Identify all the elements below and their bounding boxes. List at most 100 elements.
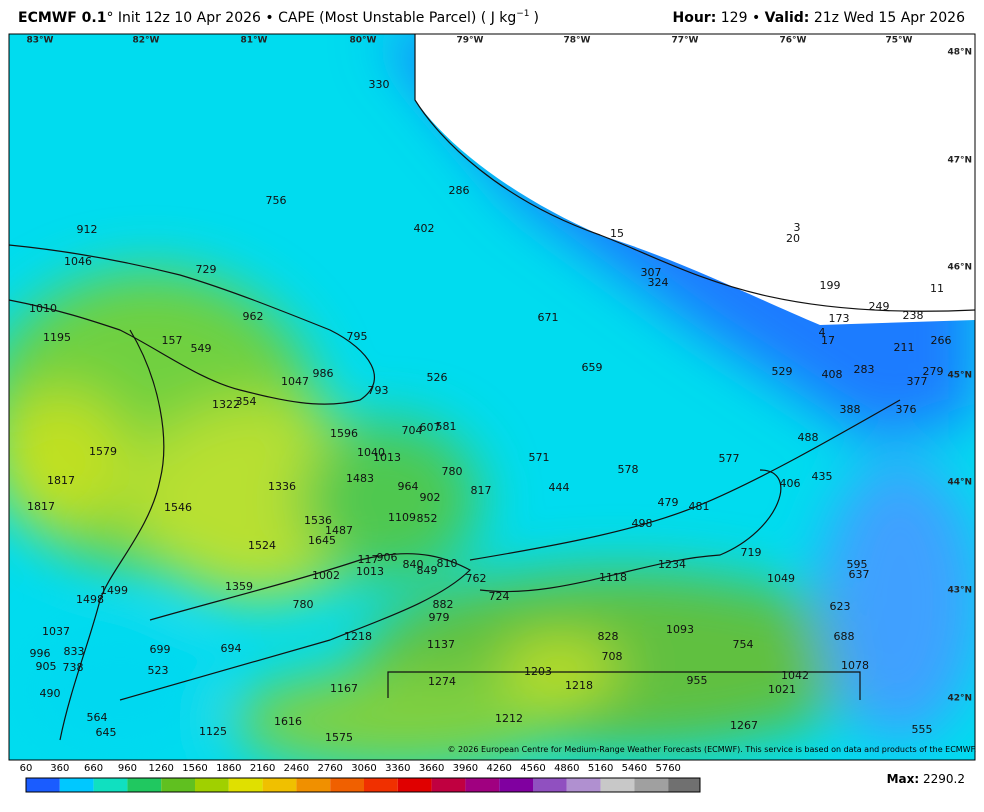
cape-value: 1359 xyxy=(225,580,253,593)
cape-value: 1575 xyxy=(325,731,353,744)
cape-value: 408 xyxy=(822,368,843,381)
cape-value: 11 xyxy=(930,282,944,295)
colorbar-cell xyxy=(195,778,229,792)
longitude-label: 78°W xyxy=(564,36,591,46)
cape-value: 738 xyxy=(63,661,84,674)
colorbar-tick-label: 2160 xyxy=(250,763,275,774)
cape-value: 1498 xyxy=(76,593,104,606)
cape-value: 637 xyxy=(849,568,870,581)
colorbar-tick-label: 5760 xyxy=(655,763,680,774)
colorbar-tick-label: 3960 xyxy=(453,763,478,774)
cape-value: 694 xyxy=(221,642,242,655)
colorbar-tick-label: 3660 xyxy=(419,763,444,774)
cape-value: 955 xyxy=(687,674,708,687)
cape-value: 117 xyxy=(358,553,379,566)
cape-value: 377 xyxy=(907,375,928,388)
latitude-label: 44°N xyxy=(947,478,972,488)
cape-value: 406 xyxy=(780,477,801,490)
cape-value: 324 xyxy=(648,276,669,289)
cape-value: 1109 xyxy=(388,511,416,524)
colorbar-cell xyxy=(364,778,398,792)
colorbar-tick-label: 5160 xyxy=(588,763,613,774)
cape-value: 912 xyxy=(77,223,98,236)
colorbar-cell xyxy=(566,778,601,792)
cape-value: 581 xyxy=(436,420,457,433)
cape-value: 979 xyxy=(429,611,450,624)
longitude-label: 76°W xyxy=(780,36,807,46)
longitude-label: 77°W xyxy=(672,36,699,46)
cape-value: 549 xyxy=(191,342,212,355)
cape-value: 828 xyxy=(598,630,619,643)
cape-value: 238 xyxy=(903,309,924,322)
colorbar-cell xyxy=(127,778,162,792)
colorbar-cell xyxy=(634,778,669,792)
colorbar-tick-label: 4260 xyxy=(486,763,511,774)
cape-value: 479 xyxy=(658,496,679,509)
colorbar-tick-label: 2460 xyxy=(284,763,309,774)
cape-value: 4 xyxy=(819,326,826,339)
cape-value: 852 xyxy=(417,512,438,525)
colorbar-cell xyxy=(26,778,60,792)
cape-value: 1046 xyxy=(64,255,92,268)
cape-value: 986 xyxy=(313,367,334,380)
cape-value: 283 xyxy=(854,363,875,376)
cape-value: 795 xyxy=(347,330,368,343)
cape-value: 1118 xyxy=(599,571,627,584)
cape-value: 793 xyxy=(368,384,389,397)
cape-value: 526 xyxy=(427,371,448,384)
valid: 21z Wed 15 Apr 2026 xyxy=(814,10,965,26)
longitude-label: 82°W xyxy=(133,36,160,46)
colorbar-cell xyxy=(296,778,331,792)
latitude-label: 48°N xyxy=(947,48,972,58)
colorbar-cell xyxy=(431,778,466,792)
cape-value: 882 xyxy=(433,598,454,611)
colorbar-cell xyxy=(499,778,533,792)
cape-value: 607 xyxy=(420,421,441,434)
header-right: Hour: 129 • Valid: 21z Wed 15 Apr 2026 xyxy=(673,10,966,26)
cape-value: 376 xyxy=(896,403,917,416)
cape-value: 780 xyxy=(442,465,463,478)
cape-value: 840 xyxy=(403,558,424,571)
longitude-label: 79°W xyxy=(457,36,484,46)
cape-value: 157 xyxy=(162,334,183,347)
colorbar-tick-label: 3360 xyxy=(385,763,410,774)
longitude-label: 75°W xyxy=(886,36,913,46)
cape-value: 1167 xyxy=(330,682,358,695)
longitude-label: 80°W xyxy=(350,36,377,46)
cape-value: 1195 xyxy=(43,331,71,344)
colorbar-tick-label: 2760 xyxy=(317,763,342,774)
cape-value: 623 xyxy=(830,600,851,613)
cape-value: 1047 xyxy=(281,375,309,388)
cape-value: 490 xyxy=(40,687,61,700)
cape-value: 1483 xyxy=(346,472,374,485)
colorbar-cell xyxy=(465,778,500,792)
cape-value: 488 xyxy=(798,431,819,444)
cape-value: 1013 xyxy=(356,565,384,578)
cape-value: 1203 xyxy=(524,665,552,678)
latitude-label: 45°N xyxy=(947,371,972,381)
cape-value: 1093 xyxy=(666,623,694,636)
cape-value: 1218 xyxy=(344,630,372,643)
cape-value: 1125 xyxy=(199,725,227,738)
cape-value: 1322 xyxy=(212,398,240,411)
colorbar-tick-label: 5460 xyxy=(622,763,647,774)
cape-value: 1817 xyxy=(27,500,55,513)
map-frame xyxy=(8,33,976,761)
longitude-label: 83°W xyxy=(27,36,54,46)
cape-value: 481 xyxy=(689,500,710,513)
cape-value: 1536 xyxy=(304,514,332,527)
cape-value: 1037 xyxy=(42,625,70,638)
longitude-label: 81°W xyxy=(241,36,268,46)
cape-value: 435 xyxy=(812,470,833,483)
cape-value: 249 xyxy=(869,300,890,313)
description: ° Init 12z 10 Apr 2026 • CAPE (Most Unst… xyxy=(106,10,516,26)
colorbar-cell xyxy=(161,778,195,792)
cape-value: 699 xyxy=(150,643,171,656)
valid-label: Valid: xyxy=(765,10,810,26)
cape-value: 756 xyxy=(266,194,287,207)
colorbar-cell xyxy=(228,778,263,792)
cape-value: 1524 xyxy=(248,539,276,552)
colorbar-tick-label: 960 xyxy=(118,763,137,774)
close: ) xyxy=(534,10,539,26)
cape-value: 307 xyxy=(641,266,662,279)
